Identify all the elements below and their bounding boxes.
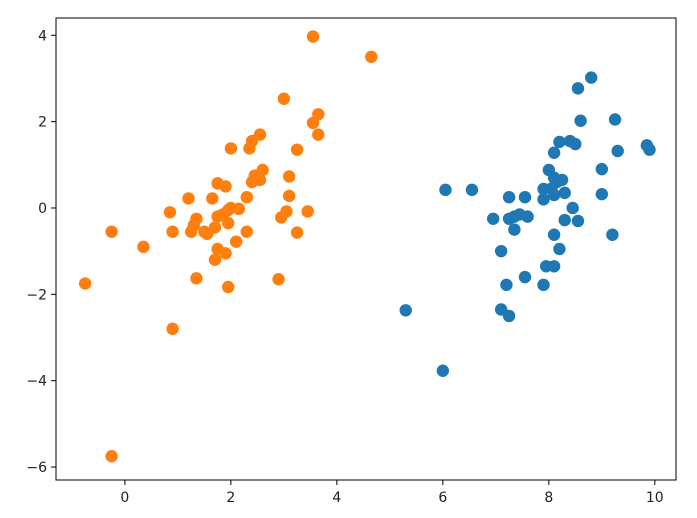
data-point [282,189,296,203]
x-tick-label: 6 [438,490,447,506]
data-point [137,240,150,254]
data-point [184,225,198,238]
data-point [243,142,256,155]
data-point [399,304,412,317]
data-point [571,82,585,95]
data-point [611,144,624,158]
data-point [78,277,92,290]
data-point [282,170,296,183]
data-point [211,210,224,223]
data-point [105,450,118,463]
data-point [163,206,177,219]
data-point [219,247,232,260]
data-point [224,142,238,155]
x-tick-label: 2 [226,490,235,506]
x-tick-label: 8 [544,490,553,506]
data-point [555,173,569,187]
data-point [240,225,253,238]
data-point [537,182,550,196]
data-point [275,211,288,224]
y-tick-label: −4 [26,374,47,390]
data-point [585,71,598,84]
y-tick-label: 4 [38,28,47,44]
x-axis: 0 2 4 6 8 10 [120,480,664,506]
data-point [537,278,550,292]
data-point [486,212,500,225]
data-point [290,143,304,156]
data-point [306,116,320,130]
data-point [518,190,532,204]
data-point [595,187,609,201]
data-point [229,235,243,248]
data-point [606,228,619,241]
data-point [547,188,561,202]
data-point [240,190,253,204]
data-point [558,186,571,200]
data-point [272,273,285,286]
plot-frame [55,17,677,481]
y-tick-label: −6 [26,460,47,476]
data-point [494,244,508,258]
series-1 [399,71,656,377]
data-point [502,309,516,323]
data-point [312,128,325,141]
data-point [547,260,561,273]
x-tick-label: 0 [120,490,129,506]
data-point [365,50,378,64]
data-point [290,226,304,239]
data-point [595,162,609,176]
data-point [245,175,259,189]
data-point [569,137,582,151]
data-point [206,192,219,205]
data-points [78,30,656,463]
data-point [166,225,179,238]
data-point [537,193,550,206]
data-point [566,201,579,215]
data-point [166,322,179,336]
data-point [306,30,320,43]
data-point [502,190,516,204]
data-point [219,180,232,193]
data-point [465,183,479,197]
data-point [547,146,561,159]
data-point [502,212,516,225]
data-point [553,242,566,256]
x-tick-label: 4 [332,490,341,506]
data-point [643,143,656,156]
data-point [518,270,532,284]
y-tick-label: 2 [38,115,47,131]
y-tick-label: −2 [26,287,47,303]
data-point [222,280,235,294]
data-point [547,228,561,241]
data-point [574,114,587,127]
data-point [553,135,566,149]
data-point [508,223,521,236]
data-point [500,278,513,292]
data-point [190,272,203,285]
data-point [277,92,291,105]
data-point [200,227,214,241]
data-point [558,213,571,227]
y-axis: −6 −4 −2 0 2 4 [26,28,56,476]
data-point [608,113,622,126]
data-point [436,364,450,377]
data-point [571,214,585,228]
data-point [232,202,246,216]
data-point [105,225,118,238]
data-point [439,183,452,197]
data-point [208,253,222,266]
data-point [521,210,534,223]
data-point [182,192,195,205]
data-point [222,216,235,230]
data-point [301,205,314,218]
series-2 [78,30,378,463]
y-tick-label: 0 [38,201,47,217]
x-tick-label: 10 [646,490,664,506]
